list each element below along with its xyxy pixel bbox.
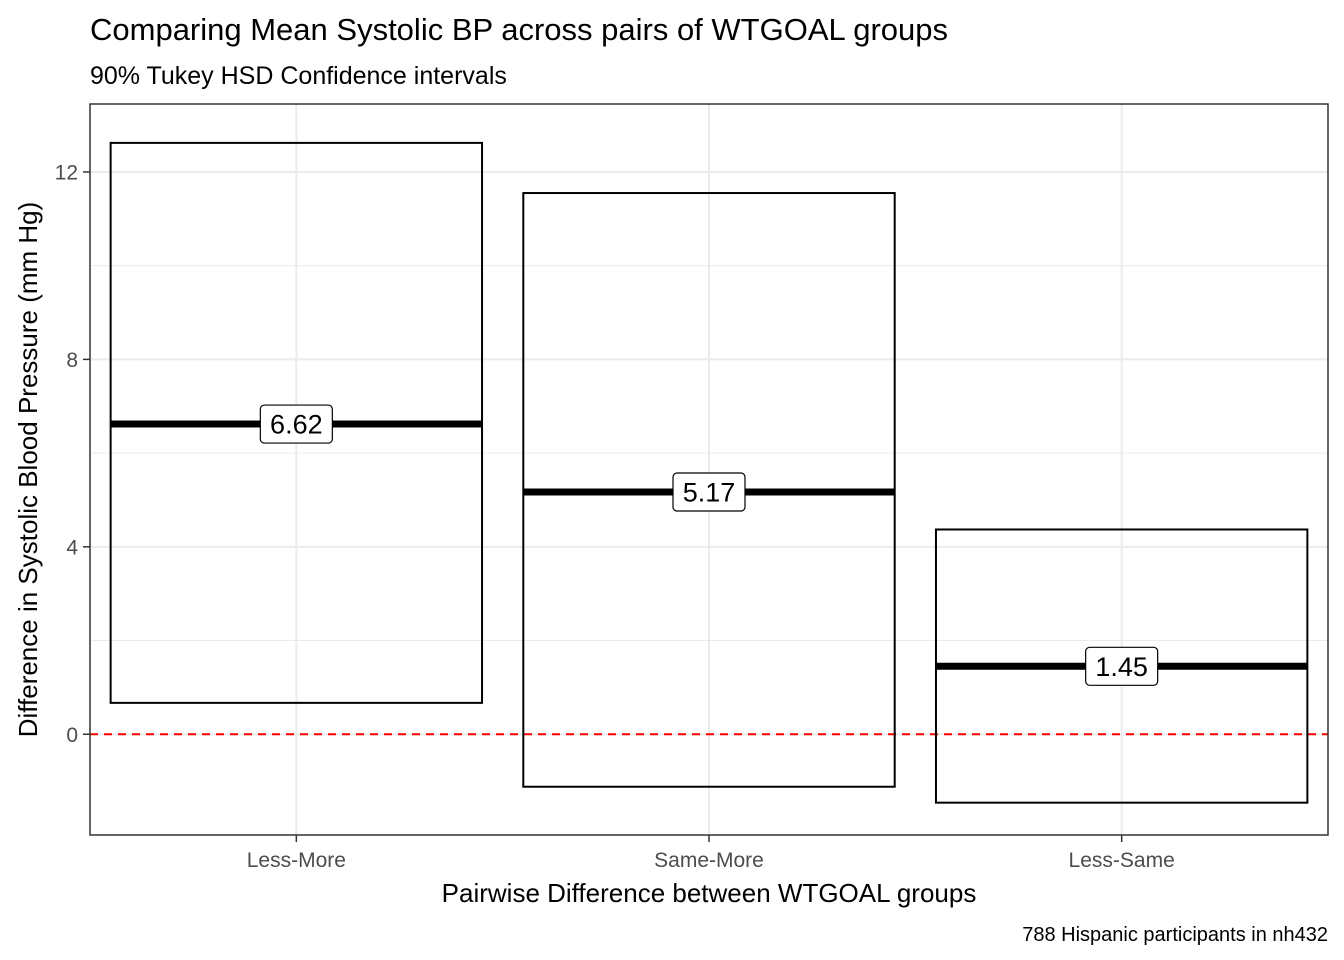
x-axis-title: Pairwise Difference between WTGOAL group… (442, 878, 977, 908)
y-tick-label: 4 (66, 536, 78, 559)
x-tick-label: Less-Same (1069, 849, 1175, 872)
estimate-label-text: 1.45 (1095, 652, 1148, 682)
estimate-label-text: 5.17 (683, 477, 736, 507)
x-tick-label: Less-More (247, 849, 346, 872)
grid (90, 104, 1328, 835)
y-tick-label: 12 (55, 161, 78, 184)
chart-title: Comparing Mean Systolic BP across pairs … (90, 12, 948, 47)
estimate-label-box (1085, 646, 1159, 686)
estimate-label-2: 1.45 (1085, 646, 1159, 686)
estimate-label-box (672, 472, 746, 512)
y-tick-label: 8 (66, 349, 78, 372)
estimate-label-text: 6.62 (270, 410, 323, 440)
y-axis-title: Difference in Systolic Blood Pressure (m… (13, 202, 43, 738)
axis-ticks: 0 4 8 12 Less-More Same-More Less-Same (55, 161, 1175, 872)
y-tick-label: 0 (66, 724, 78, 747)
marks: 6.62 5.17 1.45 (90, 141, 1328, 804)
estimate-label-box (259, 404, 333, 444)
estimate-label-1: 5.17 (672, 472, 746, 512)
chart-caption: 788 Hispanic participants in nh432 (1022, 924, 1328, 946)
estimate-label-0: 6.62 (259, 404, 333, 444)
x-tick-label: Same-More (654, 849, 764, 872)
chart-subtitle: 90% Tukey HSD Confidence intervals (90, 62, 507, 90)
